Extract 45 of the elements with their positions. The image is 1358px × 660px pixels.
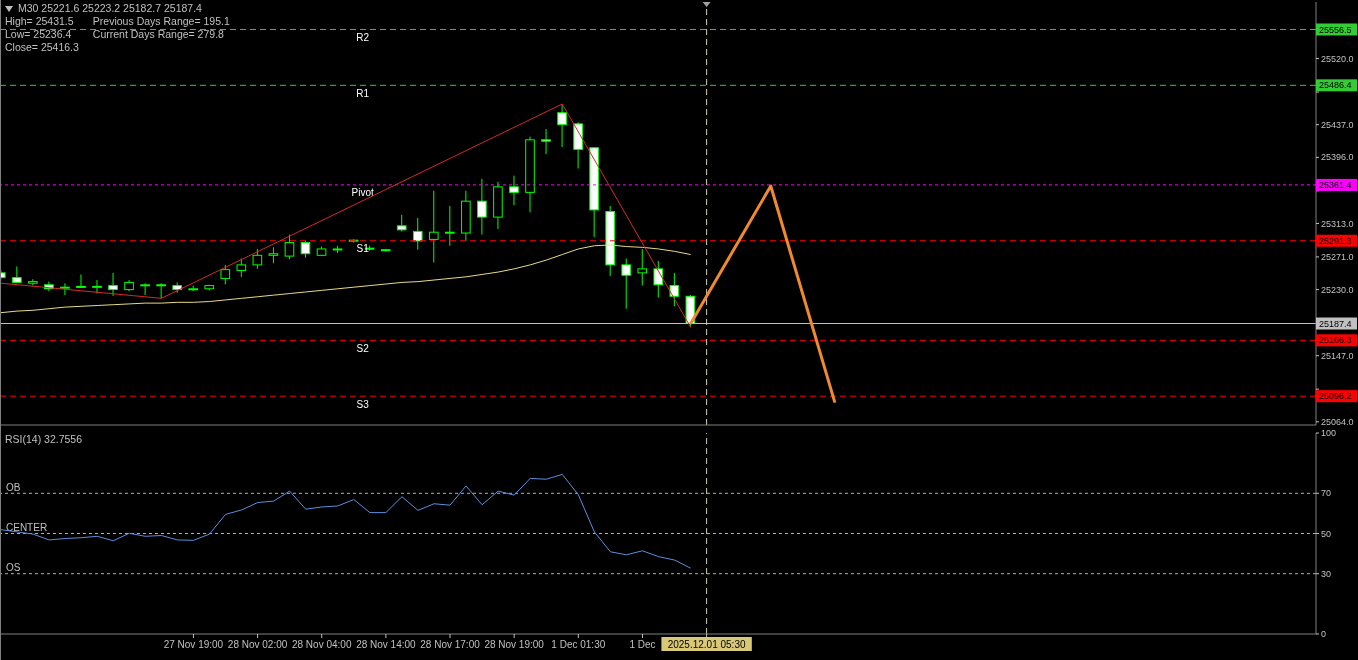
ref-line-label: S1 — [356, 243, 370, 255]
x-tick-label: 2025.12.01 05:30 — [667, 638, 746, 650]
y-tick-label: 25271.0 — [1321, 252, 1354, 263]
ref-line-label: S2 — [356, 342, 370, 354]
y-tick-label: 30 — [1321, 568, 1332, 579]
y-tick-label: 25230.0 — [1321, 284, 1354, 295]
y-tick-label: 25291.3 — [1319, 235, 1352, 246]
x-tick-label: 1 Dec — [629, 638, 656, 650]
y-tick-label: 0 — [1321, 629, 1327, 640]
y-tick-label: 25520.0 — [1321, 53, 1354, 64]
y-tick-label: 50 — [1321, 528, 1332, 539]
ref-line-label: S3 — [356, 398, 370, 410]
x-tick-label: 1 Dec 01:30 — [551, 638, 606, 650]
y-tick-label: 25437.0 — [1321, 119, 1354, 130]
y-tick-label: 25486.4 — [1319, 80, 1352, 91]
y-tick-label: 25361.4 — [1319, 180, 1352, 191]
annotation: Current Days Range= 279.8 — [92, 28, 225, 41]
y-tick-label: 25096.2 — [1319, 391, 1352, 402]
annotation: Close= 25416.3 — [5, 41, 79, 54]
x-tick-label: 28 Nov 04:00 — [291, 638, 352, 650]
y-tick-label: 25556.5 — [1319, 24, 1352, 35]
y-tick-label: 25147.0 — [1321, 350, 1354, 361]
x-tick-label: 27 Nov 19:00 — [163, 638, 224, 650]
y-tick-label: 25396.0 — [1321, 152, 1354, 163]
ref-line-label: R1 — [356, 87, 370, 99]
annotation: High= 25431.5 — [5, 15, 75, 28]
annotation: Previous Days Range= 195.1 — [92, 15, 230, 28]
y-tick-label: 25187.4 — [1319, 318, 1352, 329]
x-tick-label: 28 Nov 19:00 — [484, 638, 545, 650]
y-tick-label: 25313.0 — [1321, 218, 1354, 229]
x-tick-label: 28 Nov 02:00 — [227, 638, 288, 650]
chart-title: M30 25221.6 25223.2 25182.7 25187.4 — [18, 2, 202, 15]
y-tick-label: 70 — [1321, 488, 1332, 499]
chart-title: RSI(14) 32.7556 — [5, 433, 83, 446]
y-tick-label: 25064.0 — [1321, 416, 1354, 427]
ref-line-label: OB — [6, 481, 21, 493]
y-tick-label: 25166.3 — [1319, 335, 1352, 346]
y-tick-label: 100 — [1321, 428, 1337, 439]
ref-line-label: OS — [6, 562, 21, 574]
x-tick-label: 28 Nov 17:00 — [420, 638, 481, 650]
ref-line-label: Pivot — [351, 187, 374, 199]
ref-line-label: CENTER — [6, 522, 48, 533]
annotation: Low= 25236.4 — [5, 28, 73, 41]
x-tick-label: 28 Nov 14:00 — [356, 638, 417, 650]
ref-line-label: R2 — [356, 31, 370, 43]
